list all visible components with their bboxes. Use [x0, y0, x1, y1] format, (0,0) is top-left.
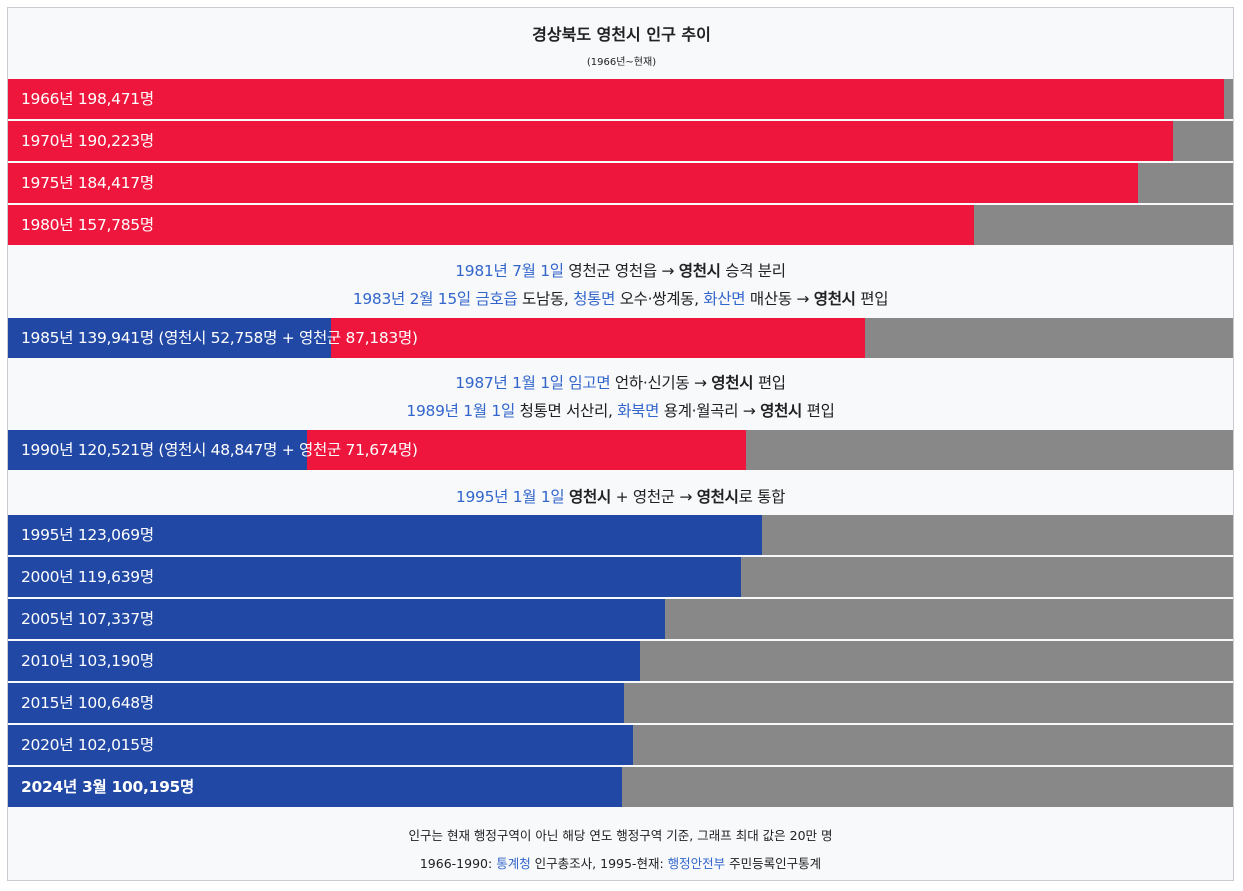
- annotation-line: 1983년 2월 15일 금호읍 도남동, 청통면 오수·쌍계동, 화산면 매산…: [8, 287, 1233, 309]
- bar-label-part: 영천군 87,183명): [299, 329, 418, 347]
- note-text: 영천시: [569, 488, 611, 506]
- note-text: 영천시: [696, 488, 739, 506]
- bar-segment-red: [8, 163, 1138, 203]
- note-text: 청통면 서산리,: [514, 402, 618, 420]
- note-text: 승격 분리: [720, 262, 786, 280]
- bar-label: 2010년 103,190명: [21, 652, 154, 670]
- chart-title: 경상북도 영천시 인구 추이: [532, 25, 711, 44]
- note-text: 편입: [753, 374, 786, 392]
- note-text: 인구는 현재 행정구역이 아닌 해당 연도 행정구역 기준, 그래프 최대 값은…: [408, 828, 833, 843]
- note-link[interactable]: 금호읍: [475, 290, 518, 308]
- bar-row: 2010년 103,190명: [8, 641, 1233, 681]
- bar-label: 1980년 157,785명: [21, 216, 154, 234]
- note-text: 편입: [855, 290, 889, 308]
- note-link[interactable]: 화북면: [617, 402, 660, 420]
- bar-segment-blue: [8, 641, 641, 681]
- bar-row: 1980년 157,785명: [8, 205, 1233, 245]
- bar-label-part: 1985년 139,941명 (영천시 52,758명 +: [21, 329, 300, 347]
- bar-label: 2000년 119,639명: [21, 568, 154, 586]
- bar-label: 1975년 184,417명: [21, 174, 154, 192]
- bar-segment-red: [307, 430, 747, 470]
- note-text: 영천시: [760, 402, 802, 420]
- bar-segment-red: [8, 205, 975, 245]
- note-text: + 영천군 →: [610, 488, 697, 506]
- note-link[interactable]: 1989년 1월 1일: [406, 402, 515, 420]
- note-text: 도남동,: [517, 290, 574, 308]
- annotation-line: 1989년 1월 1일 청통면 서산리, 화북면 용계·월곡리 → 영천시 편입: [8, 399, 1233, 421]
- note-text: 영천시: [711, 374, 754, 392]
- bar-row: 2024년 3월 100,195명: [8, 767, 1233, 807]
- annotation-line: 1981년 7월 1일 영천군 영천읍 → 영천시 승격 분리: [8, 259, 1233, 281]
- bar-segment-red: [8, 79, 1224, 119]
- bar-row: 1970년 190,223명: [8, 121, 1233, 161]
- note-text: 영천시: [813, 290, 856, 308]
- bar-label: 1985년 139,941명 (영천시 52,758명 + 영천군 87,183…: [21, 318, 418, 358]
- note-text: 1966-1990:: [419, 856, 497, 871]
- bar-label-part: + 영천군 71,674명): [277, 441, 418, 459]
- bar-segment-red: [331, 318, 866, 358]
- bar-segment-blue: [8, 683, 625, 723]
- bar-label: 1970년 190,223명: [21, 132, 154, 150]
- bar-label: 2015년 100,648명: [21, 694, 154, 712]
- bar-row: 1985년 139,941명 (영천시 52,758명 + 영천군 87,183…: [8, 318, 1233, 358]
- bar-label-part: 1990년 120,521명 (영천시 48,847명: [21, 441, 278, 459]
- bar-segment-blue: [8, 318, 332, 358]
- bar-row: 2015년 100,648명: [8, 683, 1233, 723]
- note-link[interactable]: 통계청: [496, 856, 531, 871]
- bar-label: 1990년 120,521명 (영천시 48,847명 + 영천군 71,674…: [21, 430, 418, 470]
- note-text: 로 통합: [738, 488, 786, 506]
- note-text: 언하·신기동 →: [610, 374, 712, 392]
- note-text: 영천군 영천읍 →: [563, 262, 679, 280]
- bar-segment-blue: [8, 557, 741, 597]
- bar-label: 2024년 3월 100,195명: [21, 778, 194, 796]
- bar-row: 2005년 107,337명: [8, 599, 1233, 639]
- bar-segment-blue: [8, 599, 666, 639]
- bar-label: 2005년 107,337명: [21, 610, 154, 628]
- annotation-line: 1987년 1월 1일 임고면 언하·신기동 → 영천시 편입: [8, 371, 1233, 393]
- note-text: 매산동 →: [745, 290, 814, 308]
- annotation-line: 1995년 1월 1일 영천시 + 영천군 → 영천시로 통합: [8, 485, 1233, 507]
- note-text: 용계·월곡리 →: [659, 402, 761, 420]
- note-link[interactable]: 화산면: [703, 290, 746, 308]
- bar-label: 1995년 123,069명: [21, 526, 154, 544]
- note-link[interactable]: 1995년 1월 1일: [455, 488, 565, 506]
- bar-segment-blue: [8, 725, 633, 765]
- chart-subtitle: (1966년~현재): [586, 57, 657, 68]
- note-text: 오수·쌍계동,: [615, 290, 704, 308]
- note-text: 인구총조사, 1995-현재:: [530, 856, 668, 871]
- chart-frame: 경상북도 영천시 인구 추이 (1966년~현재) 1966년 198,471명…: [7, 7, 1234, 881]
- note-link[interactable]: 1981년 7월 1일: [455, 262, 564, 280]
- note-link[interactable]: 1983년 2월 15일: [352, 290, 471, 308]
- note-text: 편입: [802, 402, 835, 420]
- bar-row: 1990년 120,521명 (영천시 48,847명 + 영천군 71,674…: [8, 430, 1233, 470]
- bar-label: 2020년 102,015명: [21, 736, 154, 754]
- bar-segment-blue: [8, 515, 762, 555]
- bar-segment-blue: [8, 430, 308, 470]
- bar-row: 2020년 102,015명: [8, 725, 1233, 765]
- note-link[interactable]: 임고면: [568, 374, 611, 392]
- bar-segment-red: [8, 121, 1174, 161]
- bar-label: 1966년 198,471명: [21, 90, 154, 108]
- bar-row: 2000년 119,639명: [8, 557, 1233, 597]
- bar-row: 1995년 123,069명: [8, 515, 1233, 555]
- footer-line: 1966-1990: 통계청 인구총조사, 1995-현재: 행정안전부 주민등…: [8, 853, 1233, 872]
- note-text: 주민등록인구통계: [725, 856, 822, 871]
- note-link[interactable]: 청통면: [573, 290, 616, 308]
- note-text: 영천시: [678, 262, 721, 280]
- bar-segment-blue: [8, 767, 622, 807]
- note-link[interactable]: 행정안전부: [667, 856, 726, 871]
- bar-row: 1975년 184,417명: [8, 163, 1233, 203]
- bar-row: 1966년 198,471명: [8, 79, 1233, 119]
- footer-line: 인구는 현재 행정구역이 아닌 해당 연도 행정구역 기준, 그래프 최대 값은…: [8, 825, 1233, 844]
- note-link[interactable]: 1987년 1월 1일: [455, 374, 564, 392]
